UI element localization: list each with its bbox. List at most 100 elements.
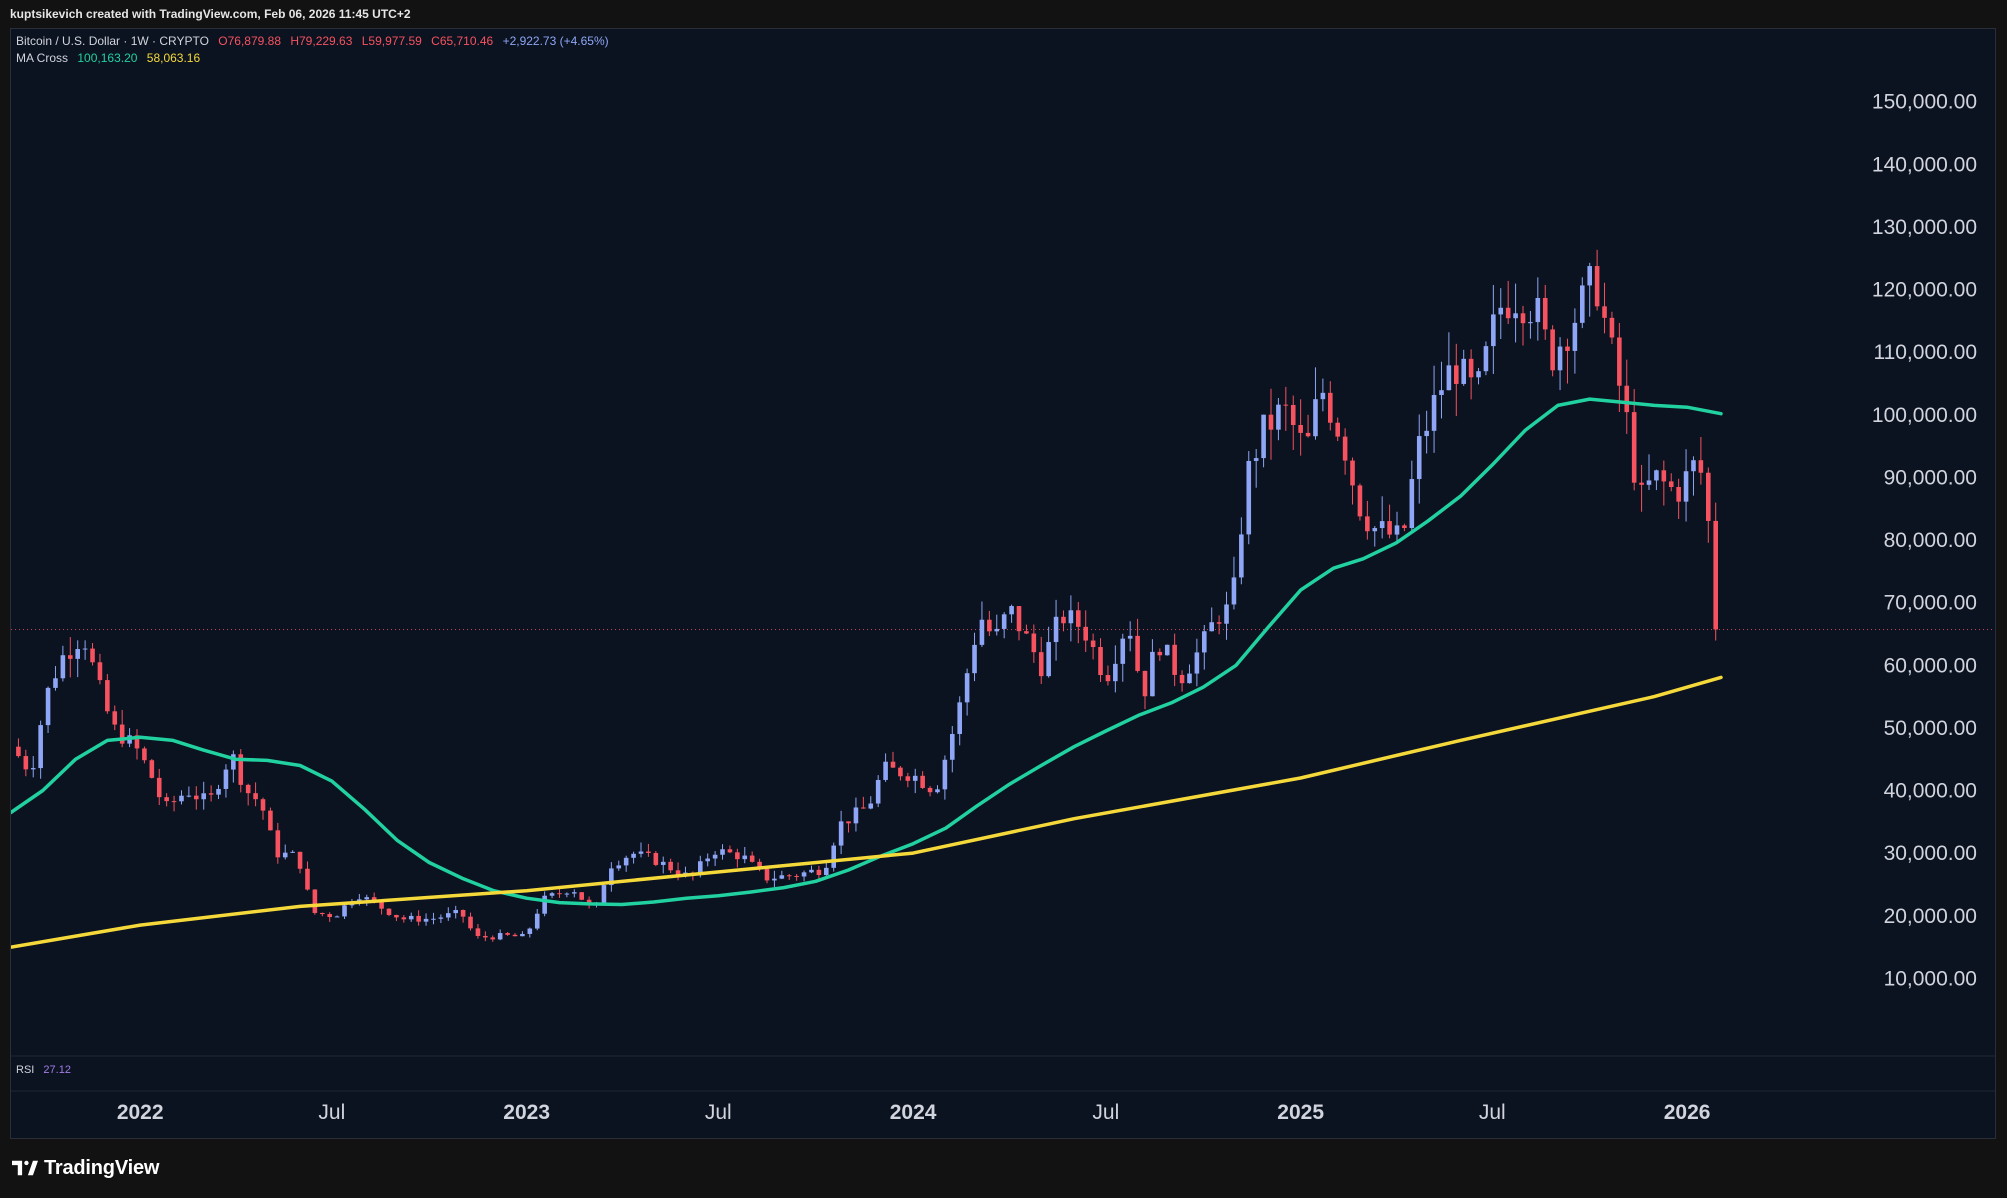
ma-slow-line [11, 675, 1723, 949]
symbol-name[interactable]: Bitcoin / U.S. Dollar · 1W · CRYPTO [16, 34, 209, 48]
candle-body [1468, 358, 1474, 378]
candle-body [1305, 432, 1311, 437]
ma-indicator-name[interactable]: MA Cross [16, 51, 69, 65]
candle-body [119, 724, 125, 744]
candle-body [994, 628, 1000, 632]
candle-body [972, 644, 977, 674]
candle-body [1224, 604, 1229, 624]
candle-body [727, 849, 733, 853]
candle-body [1705, 472, 1711, 521]
candle-body [253, 793, 258, 800]
candle-body [1579, 285, 1585, 323]
candle-body [861, 807, 866, 809]
candle-body [394, 914, 399, 918]
candle-body [1528, 322, 1533, 324]
candle-body [1335, 422, 1341, 437]
chart-pane[interactable]: 10,000.00 20,000.00 30,000.00 40,000.00 50,0… [10, 28, 1996, 1139]
attribution-bar: kuptsikevich created with TradingView.co… [0, 0, 2007, 28]
x-tick-label: 2023 [503, 1101, 550, 1124]
candle-body [505, 933, 510, 935]
x-tick-label: Jul [1479, 1101, 1506, 1124]
candle-body [1461, 358, 1467, 384]
candle-body [1261, 414, 1266, 459]
candle-body [431, 918, 436, 920]
ma-fast-value: 100,163.20 [77, 51, 138, 65]
candle-body [838, 821, 844, 846]
candle-body [1320, 392, 1326, 400]
y-tick-label: 140,000.00 [1872, 153, 1977, 176]
candle-body [416, 915, 421, 922]
candle-body [1283, 404, 1289, 406]
tradingview-brand[interactable]: TradingView [12, 1156, 159, 1180]
candle-body [423, 918, 429, 922]
candle-body [1209, 622, 1215, 632]
candle-body [1268, 414, 1274, 430]
x-tick-label: 2024 [890, 1101, 937, 1124]
rsi-indicator-name[interactable]: RSI [16, 1064, 35, 1076]
candle-body [564, 893, 570, 895]
candle-body [898, 767, 903, 777]
candle-body [542, 895, 547, 914]
rsi-legend: RSI 27.12 [16, 1064, 71, 1076]
candle-body [1157, 651, 1163, 656]
candle-body [1609, 317, 1615, 338]
candle-body [75, 649, 81, 659]
candle-body [1587, 266, 1593, 286]
candle-body [1194, 652, 1200, 674]
candle-body [231, 754, 236, 770]
candle-body [1491, 314, 1496, 347]
candle-body [297, 851, 303, 869]
candle-body [631, 853, 636, 858]
candle-body [1172, 644, 1177, 675]
candle-body [646, 851, 651, 853]
candle-body [638, 851, 644, 854]
price-chart[interactable]: 10,000.00 20,000.00 30,000.00 40,000.00 50,0… [11, 29, 1995, 1138]
candle-body [164, 797, 169, 802]
candle-body [1016, 606, 1022, 632]
candle-body [1594, 266, 1600, 307]
candle-body [30, 768, 36, 770]
close-value: C65,710.46 [431, 34, 494, 48]
tradingview-logo-icon [12, 1160, 38, 1176]
candle-body [105, 680, 110, 712]
candle-body [868, 803, 874, 809]
candle-body [1024, 631, 1029, 634]
candle-body [1483, 346, 1489, 372]
high-value: H79,229.63 [290, 34, 353, 48]
candle-body [216, 788, 221, 795]
candle-body [327, 914, 333, 918]
candle-body [1127, 635, 1133, 639]
y-tick-label: 10,000.00 [1884, 967, 1977, 990]
candle-body [460, 909, 466, 917]
candle-body [823, 867, 829, 876]
candle-body [890, 761, 896, 768]
candle-body [512, 934, 518, 937]
candle-body [1572, 322, 1578, 351]
y-tick-label: 150,000.00 [1872, 91, 1977, 114]
candle-body [1046, 642, 1051, 677]
candle-body [1365, 516, 1370, 532]
candle-body [1453, 365, 1459, 384]
candle-body [1379, 521, 1385, 529]
candle-body [757, 861, 762, 870]
candle-body [1075, 610, 1081, 627]
candle-body [1639, 482, 1644, 485]
candle-body [1150, 651, 1155, 697]
candle-body [53, 678, 58, 688]
candle-body [675, 870, 681, 876]
candle-body [1201, 631, 1207, 653]
candle-body [720, 849, 725, 855]
candle-body [483, 935, 488, 938]
candle-body [371, 897, 377, 902]
candle-body [186, 795, 192, 797]
candle-body [1713, 520, 1719, 630]
candle-body [853, 807, 859, 824]
candle-body [1113, 663, 1118, 682]
candle-body [609, 868, 614, 886]
candle-body [816, 869, 822, 876]
candle-body [193, 795, 199, 800]
candle-body [112, 711, 118, 725]
y-tick-label: 60,000.00 [1884, 654, 1977, 677]
candle-body [987, 619, 992, 632]
candle-body [1231, 577, 1237, 605]
